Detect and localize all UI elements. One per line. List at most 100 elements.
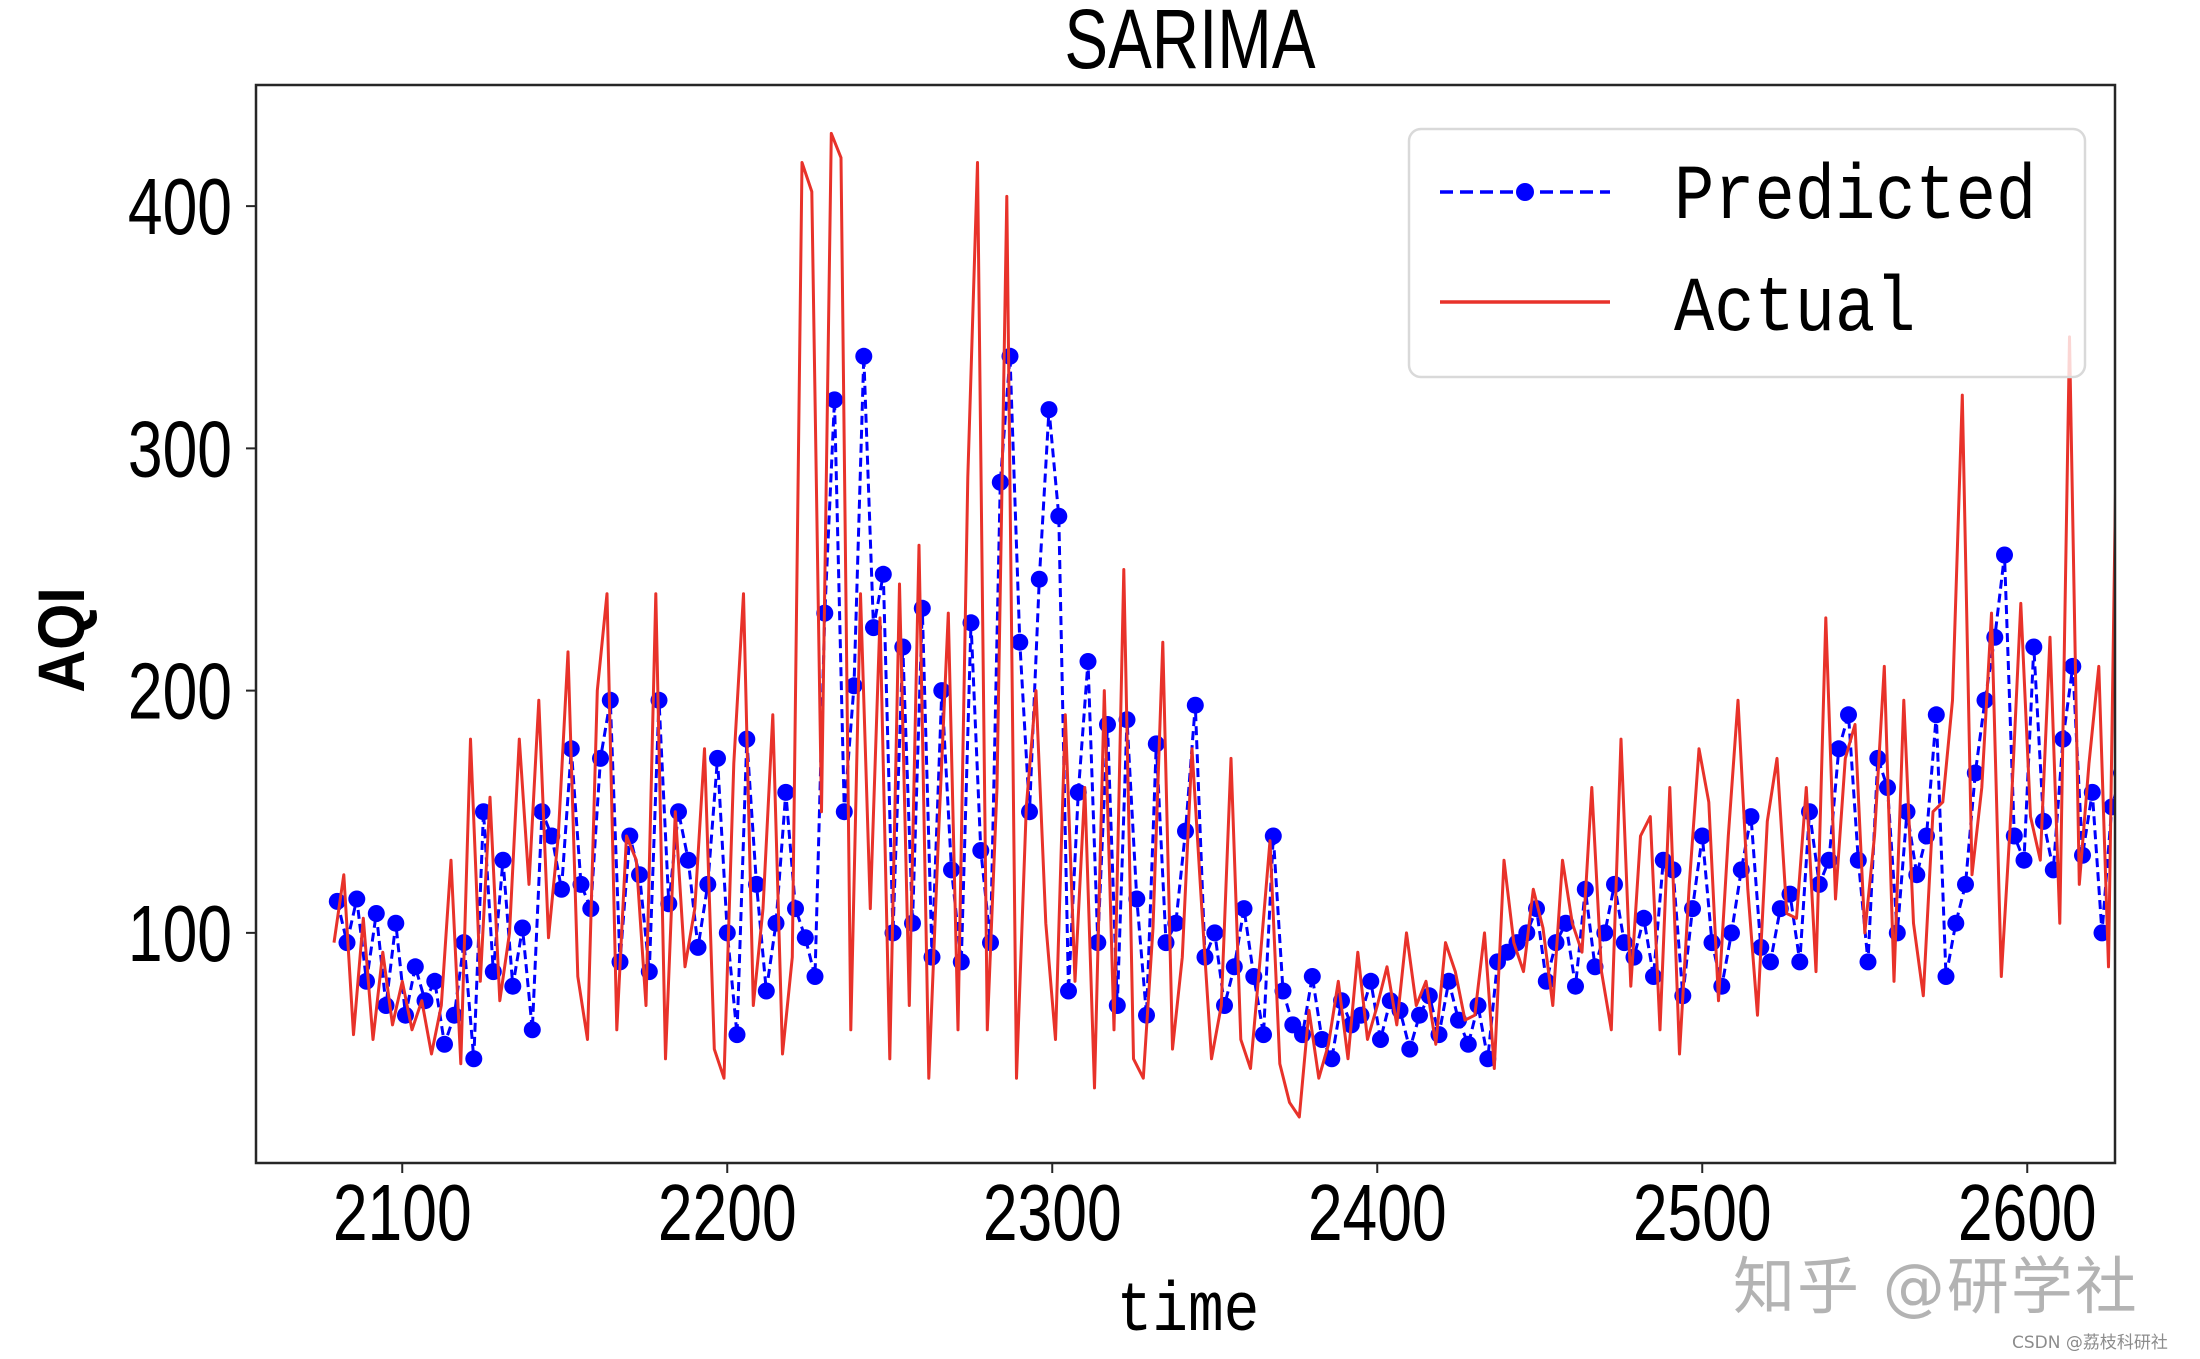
predicted-point	[1303, 968, 1321, 985]
actual-series-line	[332, 131, 2115, 1119]
predicted-point	[465, 1050, 483, 1068]
predicted-point	[2025, 638, 2043, 656]
predicted-point	[1177, 822, 1194, 840]
predicted-point	[943, 861, 960, 879]
predicted-point	[1099, 716, 1116, 733]
predicted-point	[1108, 997, 1126, 1014]
predicted-point	[1771, 900, 1789, 918]
y-tick-label: 100	[128, 889, 232, 978]
predicted-point	[1849, 851, 1867, 869]
predicted-point	[709, 749, 726, 767]
predicted-point	[806, 968, 824, 985]
predicted-point	[358, 972, 375, 990]
predicted-point	[1645, 968, 1662, 985]
x-tick-label: 2600	[1958, 1169, 2097, 1258]
predicted-point	[1586, 958, 1604, 976]
legend-predicted-marker	[1516, 183, 1534, 201]
predicted-point	[1469, 997, 1487, 1014]
predicted-point	[689, 938, 707, 956]
predicted-point	[631, 866, 648, 884]
predicted-point	[1255, 1026, 1272, 1044]
predicted-point	[1186, 696, 1204, 714]
predicted-point	[1128, 890, 1146, 908]
predicted-point	[679, 851, 697, 869]
predicted-point	[1635, 909, 1653, 927]
predicted-point	[1362, 972, 1380, 990]
y-tick-label: 200	[128, 647, 232, 736]
predicted-point	[748, 875, 765, 893]
legend-actual-label: Actual	[1674, 265, 1915, 354]
predicted-point	[1030, 570, 1048, 588]
x-tick-label: 2200	[658, 1169, 797, 1258]
predicted-point	[991, 473, 1009, 491]
predicted-point	[1225, 958, 1243, 976]
predicted-point	[1996, 546, 2013, 564]
predicted-point	[2181, 682, 2198, 699]
legend: Predicted Actual	[1407, 127, 2087, 379]
predicted-point	[367, 905, 385, 922]
predicted-point	[1567, 977, 1584, 995]
predicted-point	[1957, 875, 1974, 893]
predicted-point	[1937, 968, 1955, 985]
predicted-point	[1401, 1040, 1419, 1058]
predicted-point	[2064, 657, 2082, 675]
predicted-point	[2191, 905, 2200, 922]
predicted-point	[1323, 1050, 1341, 1068]
predicted-point	[436, 1035, 453, 1053]
predicted-point	[2142, 784, 2159, 801]
predicted-point	[572, 875, 590, 893]
predicted-point	[523, 1021, 541, 1039]
csdn-watermark: CSDN @荔枝科研社	[2012, 1333, 2168, 1353]
predicted-point	[1703, 934, 1721, 952]
x-tick-label: 2100	[333, 1169, 472, 1258]
predicted-point	[670, 803, 687, 821]
predicted-point	[796, 929, 814, 947]
predicted-point	[1606, 875, 1623, 893]
predicted-point	[426, 972, 444, 990]
predicted-point	[494, 851, 512, 869]
predicted-point	[1898, 803, 1916, 821]
predicted-point	[387, 914, 405, 932]
predicted-point	[2172, 891, 2189, 908]
legend-predicted-label: Predicted	[1674, 153, 2036, 242]
predicted-point	[1976, 691, 1994, 709]
predicted-point	[1723, 924, 1740, 942]
predicted-point	[1742, 808, 1760, 826]
predicted-point	[1216, 997, 1233, 1014]
predicted-point	[504, 977, 522, 995]
zhihu-watermark: 知乎 @研学社	[1733, 1250, 2139, 1323]
predicted-point	[1762, 953, 1779, 971]
predicted-point	[767, 914, 785, 932]
predicted-series-line	[335, 356, 2115, 1064]
predicted-point	[1947, 914, 1965, 932]
predicted-point	[1147, 735, 1165, 753]
predicted-point	[328, 892, 346, 910]
predicted-point	[1050, 507, 1068, 525]
predicted-point	[933, 682, 951, 700]
predicted-point	[553, 880, 570, 898]
predicted-point	[1079, 653, 1097, 670]
predicted-point	[728, 1026, 746, 1044]
predicted-point	[2152, 803, 2169, 820]
predicted-point	[1040, 401, 1058, 419]
x-tick-label: 2300	[983, 1169, 1122, 1258]
predicted-point	[1157, 934, 1175, 952]
predicted-point	[1693, 827, 1711, 845]
x-axis-label: time	[1117, 1272, 1260, 1352]
x-tick-label: 2400	[1308, 1169, 1447, 1258]
predicted-point	[1372, 1031, 1389, 1048]
predicted-point	[1411, 1006, 1428, 1024]
predicted-point	[1791, 953, 1809, 971]
predicted-point	[787, 900, 804, 918]
chart-title: SARIMA	[1064, 0, 1316, 86]
predicted-point	[543, 827, 561, 845]
predicted-point	[826, 391, 843, 409]
predicted-point	[1264, 827, 1282, 845]
x-tick-label: 2500	[1633, 1169, 1772, 1258]
predicted-point	[1069, 783, 1087, 801]
predicted-point	[757, 982, 775, 1000]
predicted-point	[865, 619, 882, 637]
predicted-point	[1011, 633, 1029, 651]
predicted-point	[1713, 977, 1731, 995]
